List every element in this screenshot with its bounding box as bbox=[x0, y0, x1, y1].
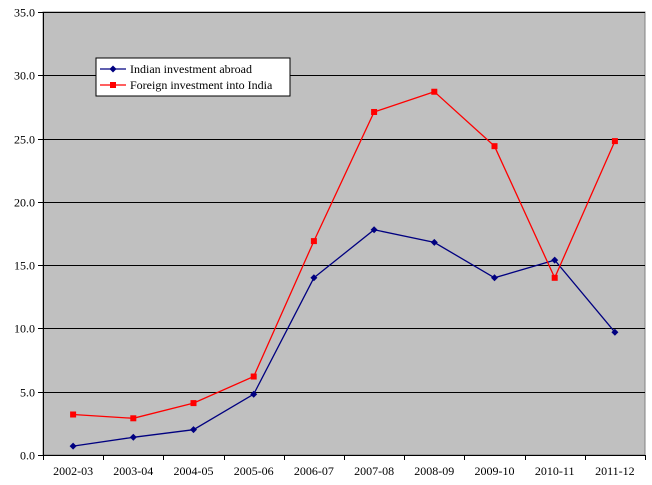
data-point bbox=[491, 274, 498, 282]
data-point bbox=[551, 256, 559, 264]
series-2 bbox=[70, 88, 618, 422]
data-point bbox=[371, 108, 378, 115]
x-tick-label: 2002-03 bbox=[53, 464, 93, 478]
legend-label: Foreign investment into India bbox=[130, 78, 273, 92]
series-line bbox=[73, 90, 616, 419]
series-1 bbox=[69, 226, 619, 450]
legend: Indian investment abroad Foreign investme… bbox=[95, 57, 291, 97]
series-line bbox=[73, 229, 616, 447]
data-point bbox=[130, 415, 137, 422]
data-point bbox=[611, 138, 618, 145]
data-point bbox=[551, 274, 558, 281]
y-tick-label: 10.0 bbox=[14, 322, 35, 336]
data-point bbox=[250, 390, 258, 398]
data-point bbox=[611, 328, 619, 336]
series bbox=[69, 88, 619, 450]
x-tick-label: 2004-05 bbox=[174, 464, 214, 478]
data-point bbox=[250, 373, 257, 380]
data-point bbox=[370, 226, 378, 234]
data-point bbox=[431, 88, 438, 95]
data-point bbox=[310, 274, 318, 282]
y-tick-label: 5.0 bbox=[20, 386, 35, 400]
axes: 0.0 5.0 10.0 15.0 20.0 25.0 30.0 35.0 2002-03 200… bbox=[14, 6, 646, 478]
x-tick-label: 2008-09 bbox=[414, 464, 454, 478]
x-tick-label: 2009-10 bbox=[475, 464, 515, 478]
data-point bbox=[70, 411, 77, 418]
y-tick-label: 35.0 bbox=[14, 6, 35, 20]
x-tick-label: 2007-08 bbox=[354, 464, 394, 478]
x-tick-label: 2003-04 bbox=[113, 464, 153, 478]
legend-label: Indian investment abroad bbox=[130, 62, 252, 76]
x-tick-label: 2005-06 bbox=[234, 464, 274, 478]
legend-box bbox=[95, 57, 291, 97]
x-tick-label: 2010-11 bbox=[535, 464, 575, 478]
x-tick-label: 2006-07 bbox=[294, 464, 334, 478]
y-tick-label: 30.0 bbox=[14, 69, 35, 83]
data-point bbox=[190, 426, 197, 434]
data-point bbox=[69, 442, 77, 450]
x-tick-label: 2011-12 bbox=[595, 464, 635, 478]
legend-marker bbox=[110, 82, 116, 88]
data-point bbox=[430, 238, 438, 246]
y-tick-label: 20.0 bbox=[14, 196, 35, 210]
data-point bbox=[190, 400, 197, 407]
data-point bbox=[310, 238, 317, 245]
legend-marker bbox=[109, 65, 117, 73]
legend-item: Indian investment abroad bbox=[100, 62, 252, 76]
legend-item: Foreign investment into India bbox=[100, 78, 273, 92]
data-point bbox=[129, 433, 137, 441]
data-point bbox=[491, 143, 498, 150]
y-tick-label: 15.0 bbox=[14, 259, 35, 273]
y-tick-label: 25.0 bbox=[14, 133, 35, 147]
y-tick-label: 0.0 bbox=[20, 449, 35, 463]
